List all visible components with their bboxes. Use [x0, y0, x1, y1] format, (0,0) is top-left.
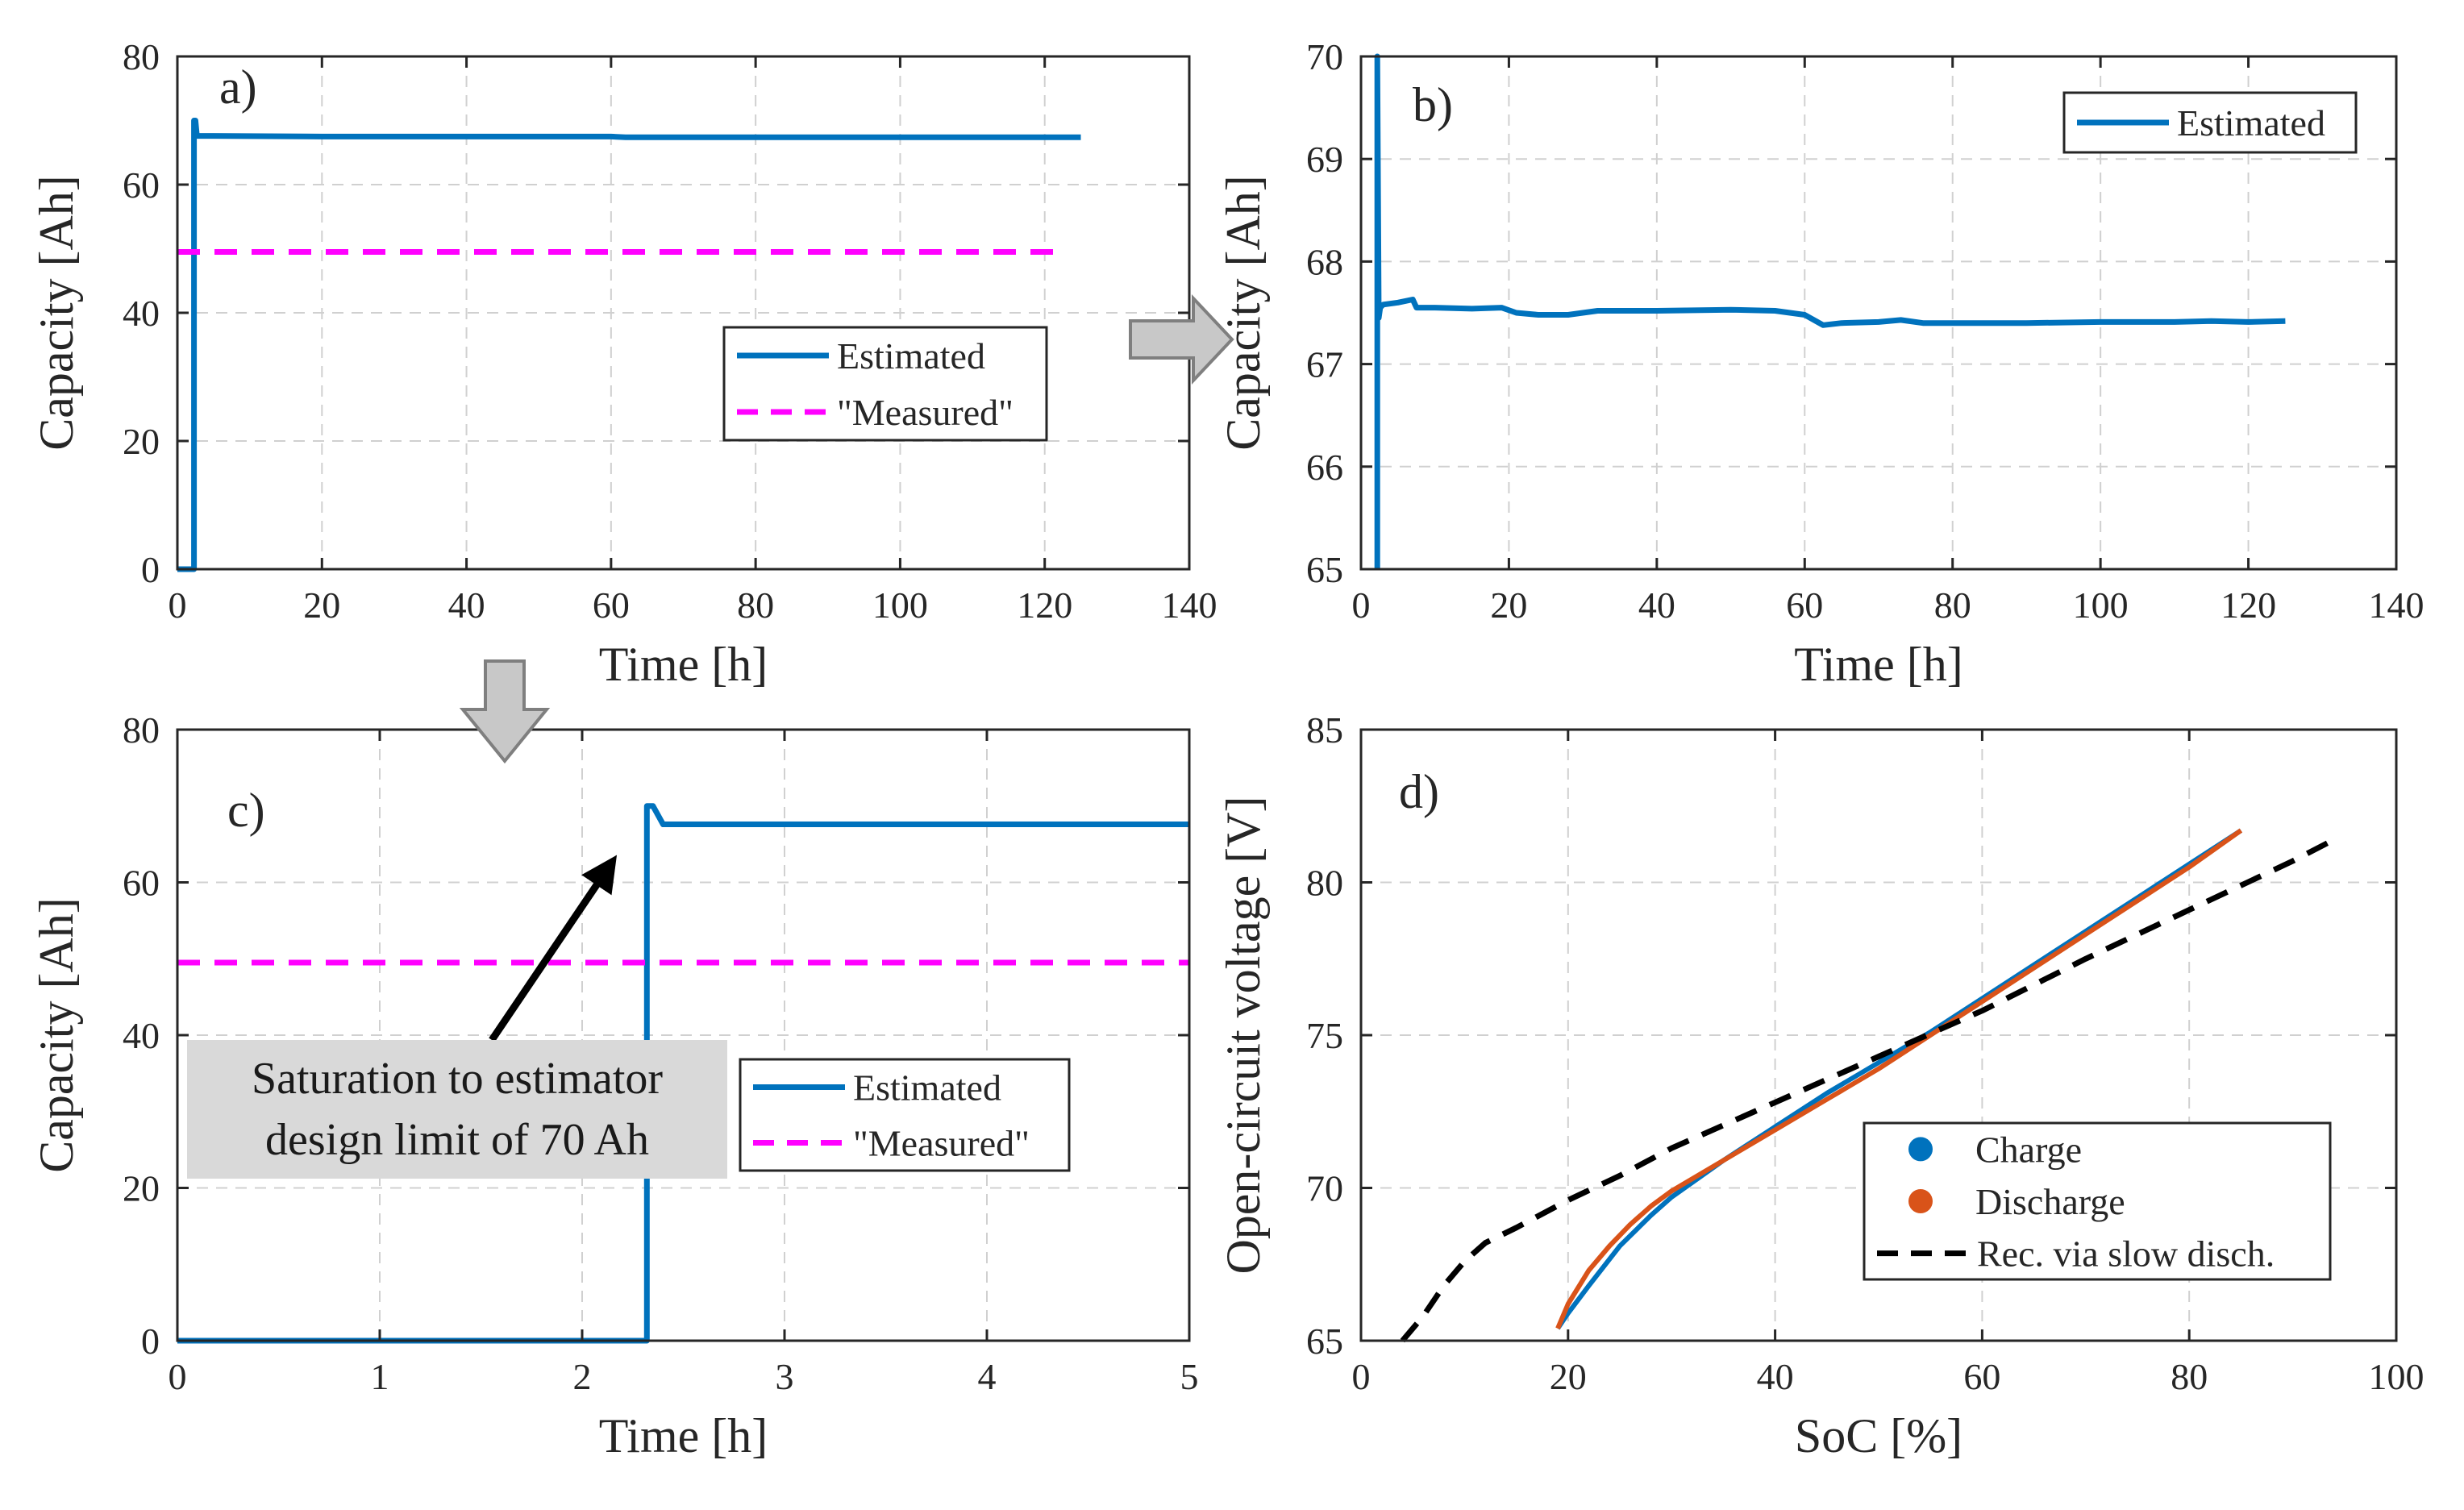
legend: Charge Discharge Rec. via slow disch.	[1863, 1121, 2332, 1281]
x-tick-label: 40	[1638, 584, 1675, 626]
y-tick-label: 70	[1306, 1168, 1343, 1209]
y-axis-label: Capacity [Ah]	[30, 897, 83, 1173]
annotation-box	[187, 1040, 727, 1179]
y-tick-label: 40	[123, 293, 160, 334]
x-tick-label: 4	[978, 1356, 997, 1397]
panel-c: 0 1 2 3 4 5 0 20 40 60 80 Time [h] Capacity [Ah] c) Es…	[30, 709, 1199, 1462]
annotation-arrow	[489, 855, 618, 1042]
legend-label: Estimated	[853, 1067, 1001, 1109]
y-axis-label: Capacity [Ah]	[1217, 175, 1270, 451]
x-axis-label: Time [h]	[1794, 638, 1962, 691]
series-estimated	[1374, 53, 2286, 569]
y-tick-label: 75	[1306, 1015, 1343, 1056]
x-tick-label: 40	[448, 584, 485, 626]
y-tick-label: 20	[123, 421, 160, 462]
legend-label: Rec. via slow disch.	[1977, 1233, 2275, 1275]
y-tick-label: 0	[141, 549, 160, 590]
series-charge	[1555, 828, 2243, 1330]
y-tick-label: 69	[1306, 139, 1343, 180]
legend-label: Estimated	[837, 335, 985, 376]
x-axis-label: Time [h]	[599, 638, 768, 691]
x-tick-label: 1	[371, 1356, 389, 1397]
right-arrow-icon	[1129, 293, 1234, 385]
axes-box	[1359, 55, 2398, 571]
legend-label: Estimated	[2177, 102, 2325, 144]
x-axis-label: Time [h]	[599, 1409, 768, 1462]
y-tick-label: 60	[123, 863, 160, 904]
down-arrow-icon	[459, 659, 551, 764]
y-tick-label: 70	[1306, 36, 1343, 77]
legend-label: Charge	[1975, 1129, 2082, 1170]
x-tick-label: 100	[872, 584, 928, 626]
legend-box	[1863, 1121, 2332, 1281]
y-axis-label: Open-circuit voltage [V]	[1217, 796, 1270, 1274]
y-tick-label: 65	[1306, 549, 1343, 590]
y-tick-label: 80	[1306, 863, 1343, 904]
x-tick-label: 140	[2369, 584, 2424, 626]
legend-marker	[1908, 1137, 1933, 1162]
x-tick-label: 40	[1757, 1356, 1794, 1397]
y-tick-label: 67	[1306, 344, 1343, 385]
legend: Estimated "Measured"	[739, 1058, 1071, 1172]
legend-box	[739, 1058, 1071, 1172]
x-tick-label: 20	[1490, 584, 1527, 626]
panel-a: 0 20 40 60 80 100 120 140 0 20 40 60 80 Time [h] Capac…	[30, 36, 1217, 691]
annotation: Saturation to estimator design limit of …	[187, 855, 727, 1179]
x-tick-label: 0	[1352, 584, 1371, 626]
legend: Estimated	[2062, 91, 2358, 154]
y-tick-label: 66	[1306, 447, 1343, 488]
x-tick-label: 60	[1963, 1356, 2000, 1397]
x-tick-label: 80	[1934, 584, 1971, 626]
x-tick-label: 0	[169, 1356, 187, 1397]
y-tick-label: 60	[123, 164, 160, 206]
x-tick-label: 60	[593, 584, 630, 626]
y-tick-label: 85	[1306, 709, 1343, 751]
x-tick-label: 0	[1352, 1356, 1371, 1397]
panel-label: b)	[1413, 78, 1453, 131]
legend-box	[722, 326, 1048, 442]
annotation-line-1: Saturation to estimator	[252, 1054, 663, 1104]
x-tick-label: 100	[2073, 584, 2129, 626]
x-tick-label: 20	[303, 584, 340, 626]
legend-label: "Measured"	[853, 1123, 1030, 1164]
x-tick-label: 100	[2369, 1356, 2424, 1397]
y-tick-label: 65	[1306, 1321, 1343, 1362]
y-tick-label: 40	[123, 1015, 160, 1056]
series-estimated	[177, 118, 1081, 572]
panel-label: c)	[227, 784, 265, 837]
series-rec-via-slow-disch	[1400, 837, 2336, 1343]
x-tick-label: 2	[573, 1356, 592, 1397]
x-tick-label: 60	[1786, 584, 1823, 626]
x-tick-label: 80	[2171, 1356, 2208, 1397]
legend-label: Discharge	[1975, 1181, 2125, 1222]
legend: Estimated "Measured"	[722, 326, 1048, 442]
legend-marker	[1908, 1189, 1933, 1213]
y-axis-label: Capacity [Ah]	[30, 175, 83, 451]
panel-d: 0 20 40 60 80 100 65 70 75 80 85 SoC [%] Open-circui…	[1217, 709, 2424, 1462]
x-tick-label: 20	[1550, 1356, 1587, 1397]
x-tick-label: 5	[1180, 1356, 1199, 1397]
x-tick-label: 80	[737, 584, 774, 626]
y-tick-label: 80	[123, 36, 160, 77]
series-discharge	[1555, 828, 2243, 1329]
y-tick-label: 80	[123, 709, 160, 751]
x-tick-label: 0	[169, 584, 187, 626]
panel-label: a)	[219, 60, 257, 114]
x-tick-label: 120	[2221, 584, 2276, 626]
x-axis-label: SoC [%]	[1795, 1409, 1962, 1462]
panel-b: 0 20 40 60 80 100 120 140 65 66 67 68 69 70 Time [h] Ca…	[1217, 36, 2424, 691]
x-tick-label: 140	[1162, 584, 1217, 626]
y-tick-label: 0	[141, 1321, 160, 1362]
x-tick-label: 3	[776, 1356, 794, 1397]
legend-label: "Measured"	[837, 392, 1013, 433]
x-tick-label: 120	[1017, 584, 1072, 626]
panel-label: d)	[1399, 765, 1439, 818]
y-tick-label: 68	[1306, 241, 1343, 282]
y-tick-label: 20	[123, 1168, 160, 1209]
annotation-line-2: design limit of 70 Ah	[265, 1115, 649, 1165]
